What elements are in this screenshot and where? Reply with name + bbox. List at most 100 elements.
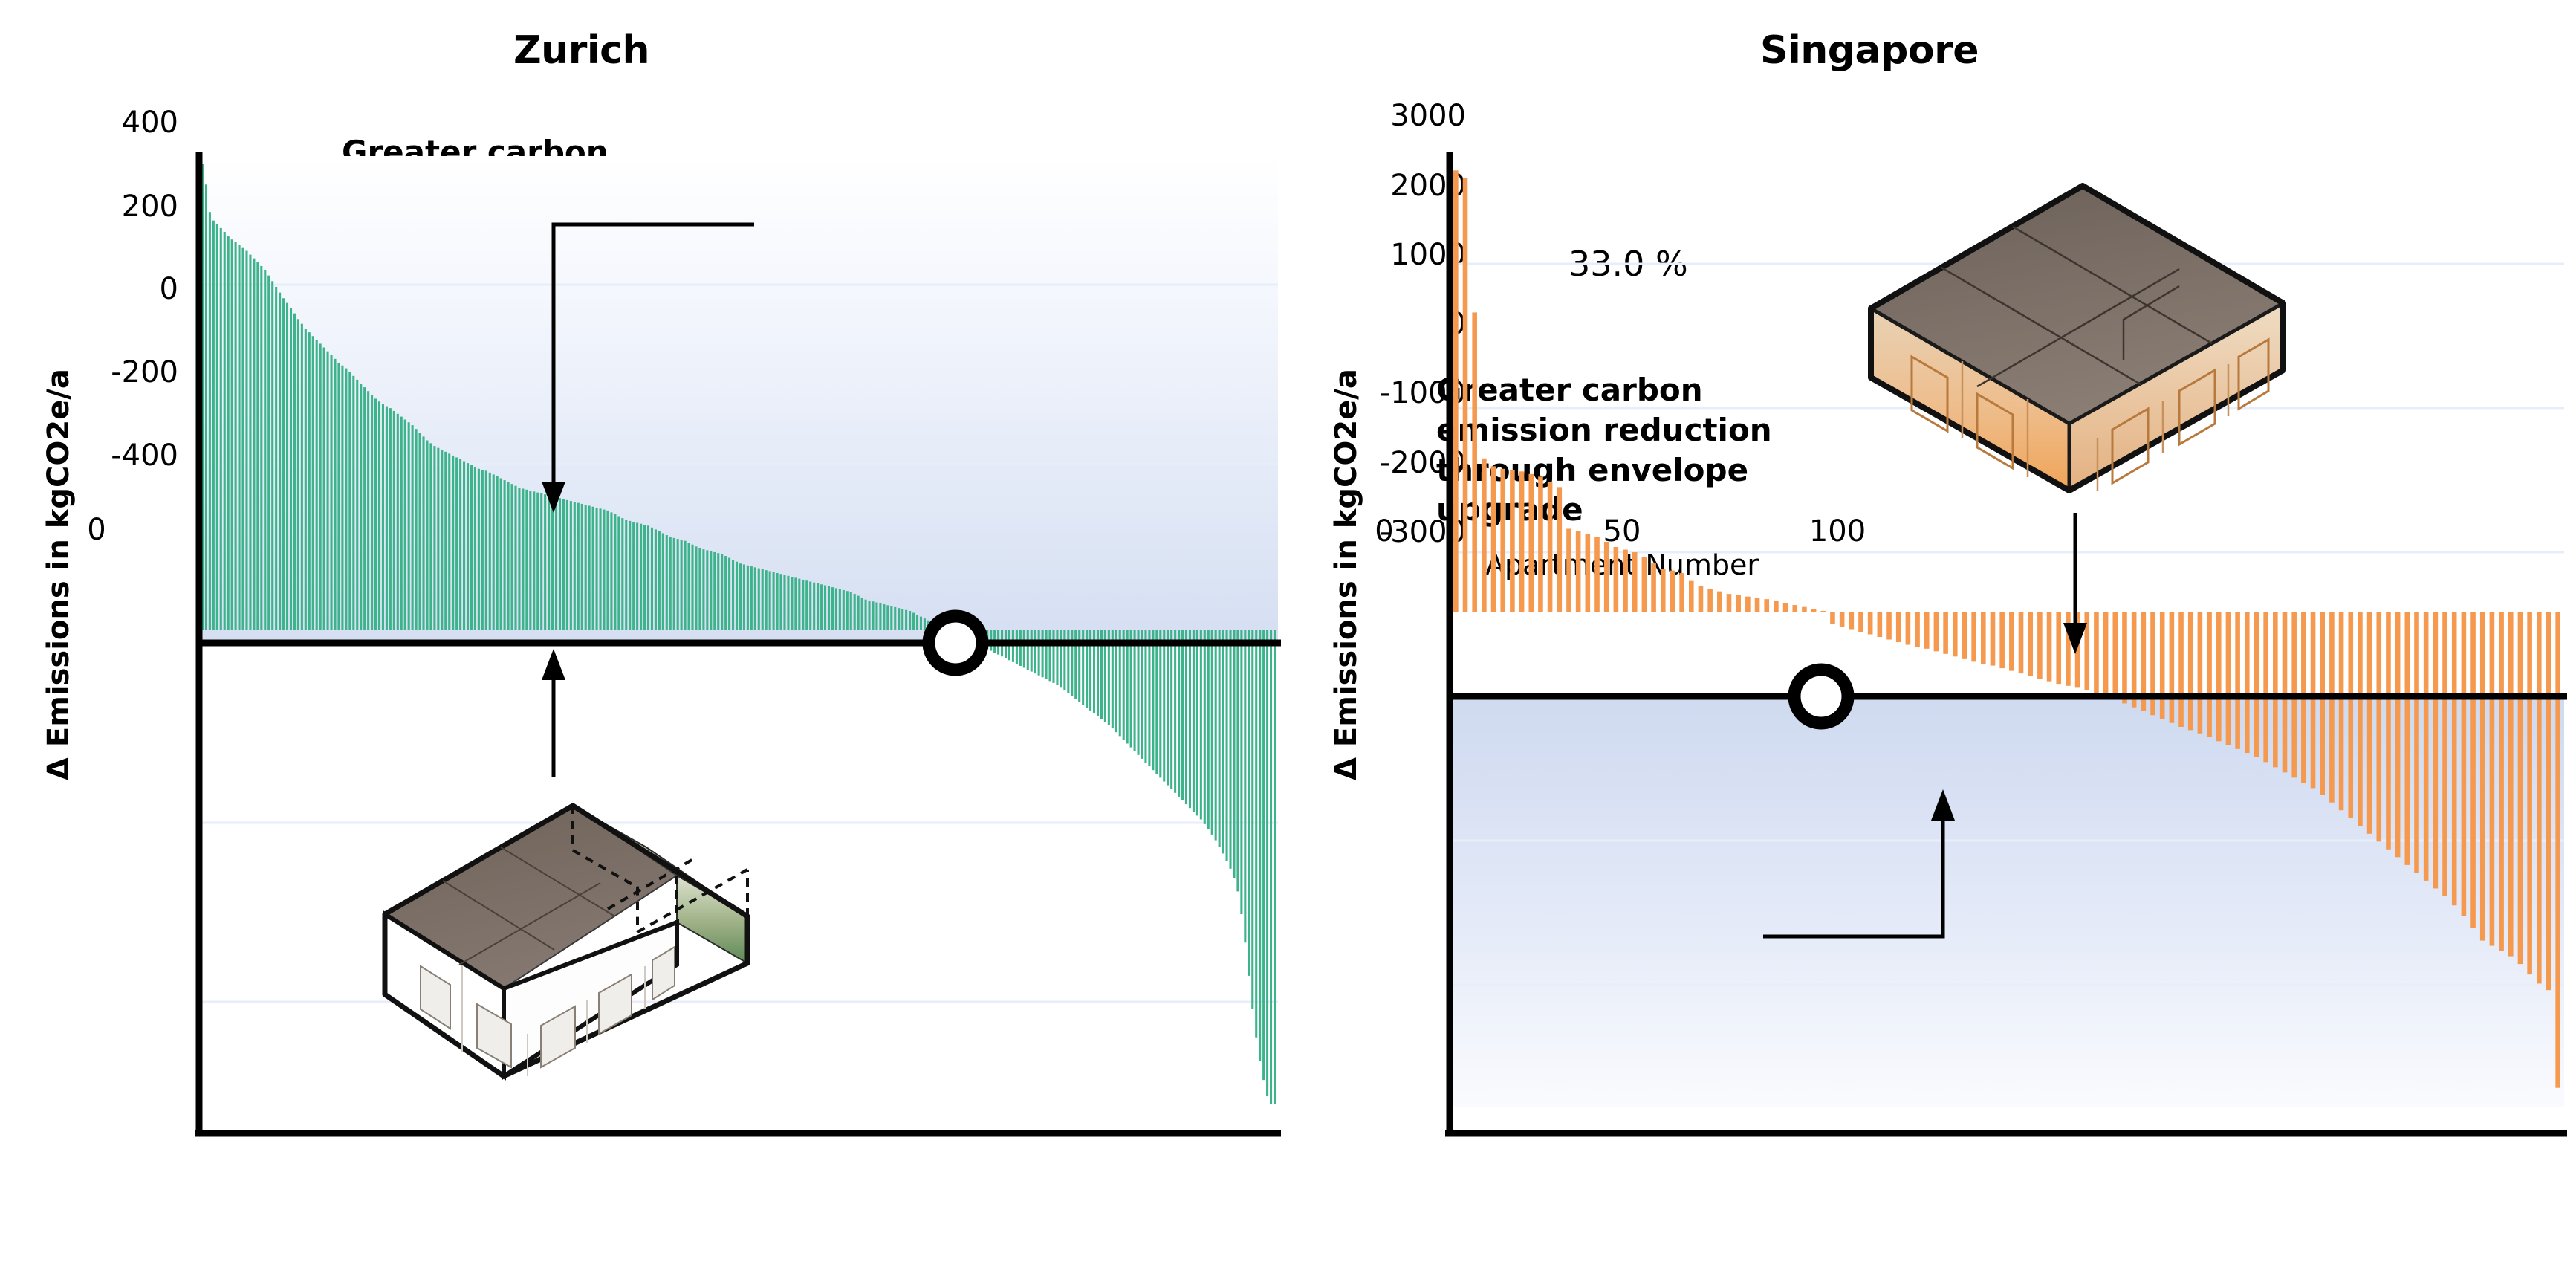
bar — [2150, 612, 2155, 716]
bar — [245, 250, 248, 630]
bar — [717, 553, 720, 630]
y-tick-1000: 1000 — [1390, 238, 1466, 272]
bar — [1015, 630, 1018, 664]
x-tick-0-sg: 0 — [1375, 514, 1394, 548]
bar — [706, 550, 709, 630]
y-tick-400: 400 — [121, 106, 178, 140]
bar — [665, 535, 668, 630]
bar — [577, 502, 580, 630]
bar — [1034, 630, 1036, 674]
bar — [1933, 612, 1939, 652]
bar — [2187, 612, 2193, 731]
bar — [2207, 612, 2212, 738]
bar — [765, 570, 768, 630]
bar — [783, 575, 786, 630]
bar — [1839, 612, 1845, 627]
bar — [1207, 630, 1210, 829]
bar — [1188, 630, 1191, 809]
bar — [798, 578, 801, 630]
bar — [1849, 612, 1855, 630]
bar — [669, 537, 672, 630]
bar — [698, 548, 701, 630]
bar — [1155, 630, 1158, 774]
bar — [809, 581, 812, 630]
bar — [2470, 612, 2476, 928]
bar — [1222, 630, 1224, 854]
bar — [1472, 312, 1477, 612]
bar — [371, 395, 374, 630]
bar — [1063, 630, 1066, 691]
bar — [805, 580, 808, 630]
bar — [426, 440, 429, 630]
bar — [2517, 612, 2523, 965]
bar — [610, 512, 613, 630]
bar — [753, 567, 756, 630]
bar — [890, 606, 893, 630]
bar — [289, 308, 293, 630]
bar — [204, 184, 207, 630]
bar — [459, 459, 462, 630]
bar — [286, 302, 289, 630]
bar — [643, 524, 646, 630]
bar — [650, 527, 653, 630]
bar — [2555, 612, 2560, 1088]
annotation-arrow-zurich — [542, 222, 754, 513]
bar — [761, 569, 764, 630]
bar — [1924, 612, 1930, 649]
bar — [746, 565, 749, 630]
bar — [591, 506, 594, 630]
bar — [1067, 630, 1070, 693]
bar — [838, 589, 841, 630]
bar — [1086, 630, 1089, 708]
bar — [473, 467, 476, 630]
bar — [687, 543, 690, 630]
bar — [1244, 630, 1247, 943]
bar — [742, 564, 745, 630]
bar — [334, 358, 337, 630]
bar — [2131, 612, 2137, 708]
bar — [1510, 470, 1515, 612]
bar — [322, 347, 325, 630]
bar — [352, 375, 355, 630]
bar — [614, 514, 617, 630]
bar — [2433, 612, 2439, 889]
bar — [477, 468, 480, 630]
bar — [2508, 612, 2514, 957]
bar — [834, 588, 837, 630]
bar — [1233, 630, 1236, 878]
bar — [646, 525, 650, 630]
x-tick-50-sg: 50 — [1603, 514, 1641, 548]
bar — [912, 612, 915, 630]
bar — [2037, 612, 2043, 679]
bar — [588, 505, 591, 630]
bar — [791, 577, 794, 630]
bar — [569, 501, 572, 630]
bar — [1214, 630, 1217, 841]
bar — [2527, 612, 2532, 975]
bar — [1462, 178, 1468, 612]
bar — [441, 450, 444, 630]
bar — [2451, 612, 2457, 906]
bar — [919, 616, 922, 630]
bar — [1952, 612, 1958, 657]
bar — [463, 461, 466, 630]
bar — [1148, 630, 1151, 767]
bar — [1240, 630, 1243, 914]
bar — [315, 340, 318, 630]
bar — [2018, 612, 2024, 674]
bar — [1026, 630, 1029, 670]
bar — [392, 410, 395, 630]
y-tick-0: 0 — [159, 272, 178, 306]
bar — [1041, 630, 1044, 678]
bar — [735, 561, 739, 630]
bar — [820, 584, 823, 630]
bar — [1745, 596, 1751, 612]
bar — [282, 298, 285, 630]
bar — [1056, 630, 1059, 685]
bar — [533, 491, 536, 630]
bar — [1111, 630, 1114, 729]
bar — [418, 433, 421, 630]
bar — [1660, 569, 1666, 612]
building-arrow-singapore — [2063, 513, 2087, 654]
